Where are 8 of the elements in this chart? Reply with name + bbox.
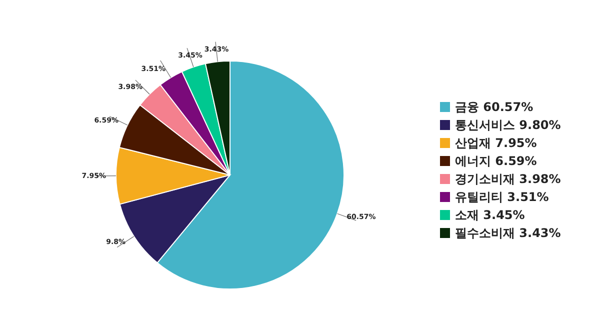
legend-label: 경기소비재 3.98% <box>455 170 561 188</box>
legend-label: 통신서비스 9.80% <box>455 116 561 134</box>
legend-label: 소재 3.45% <box>455 206 525 224</box>
legend-label: 금융 60.57% <box>455 98 534 116</box>
legend-label: 필수소비재 3.43% <box>455 224 561 242</box>
legend-label: 에너지 6.59% <box>455 152 537 170</box>
legend-label: 산업재 7.95% <box>455 134 537 152</box>
legend-label: 유틸리티 3.51% <box>455 188 549 206</box>
